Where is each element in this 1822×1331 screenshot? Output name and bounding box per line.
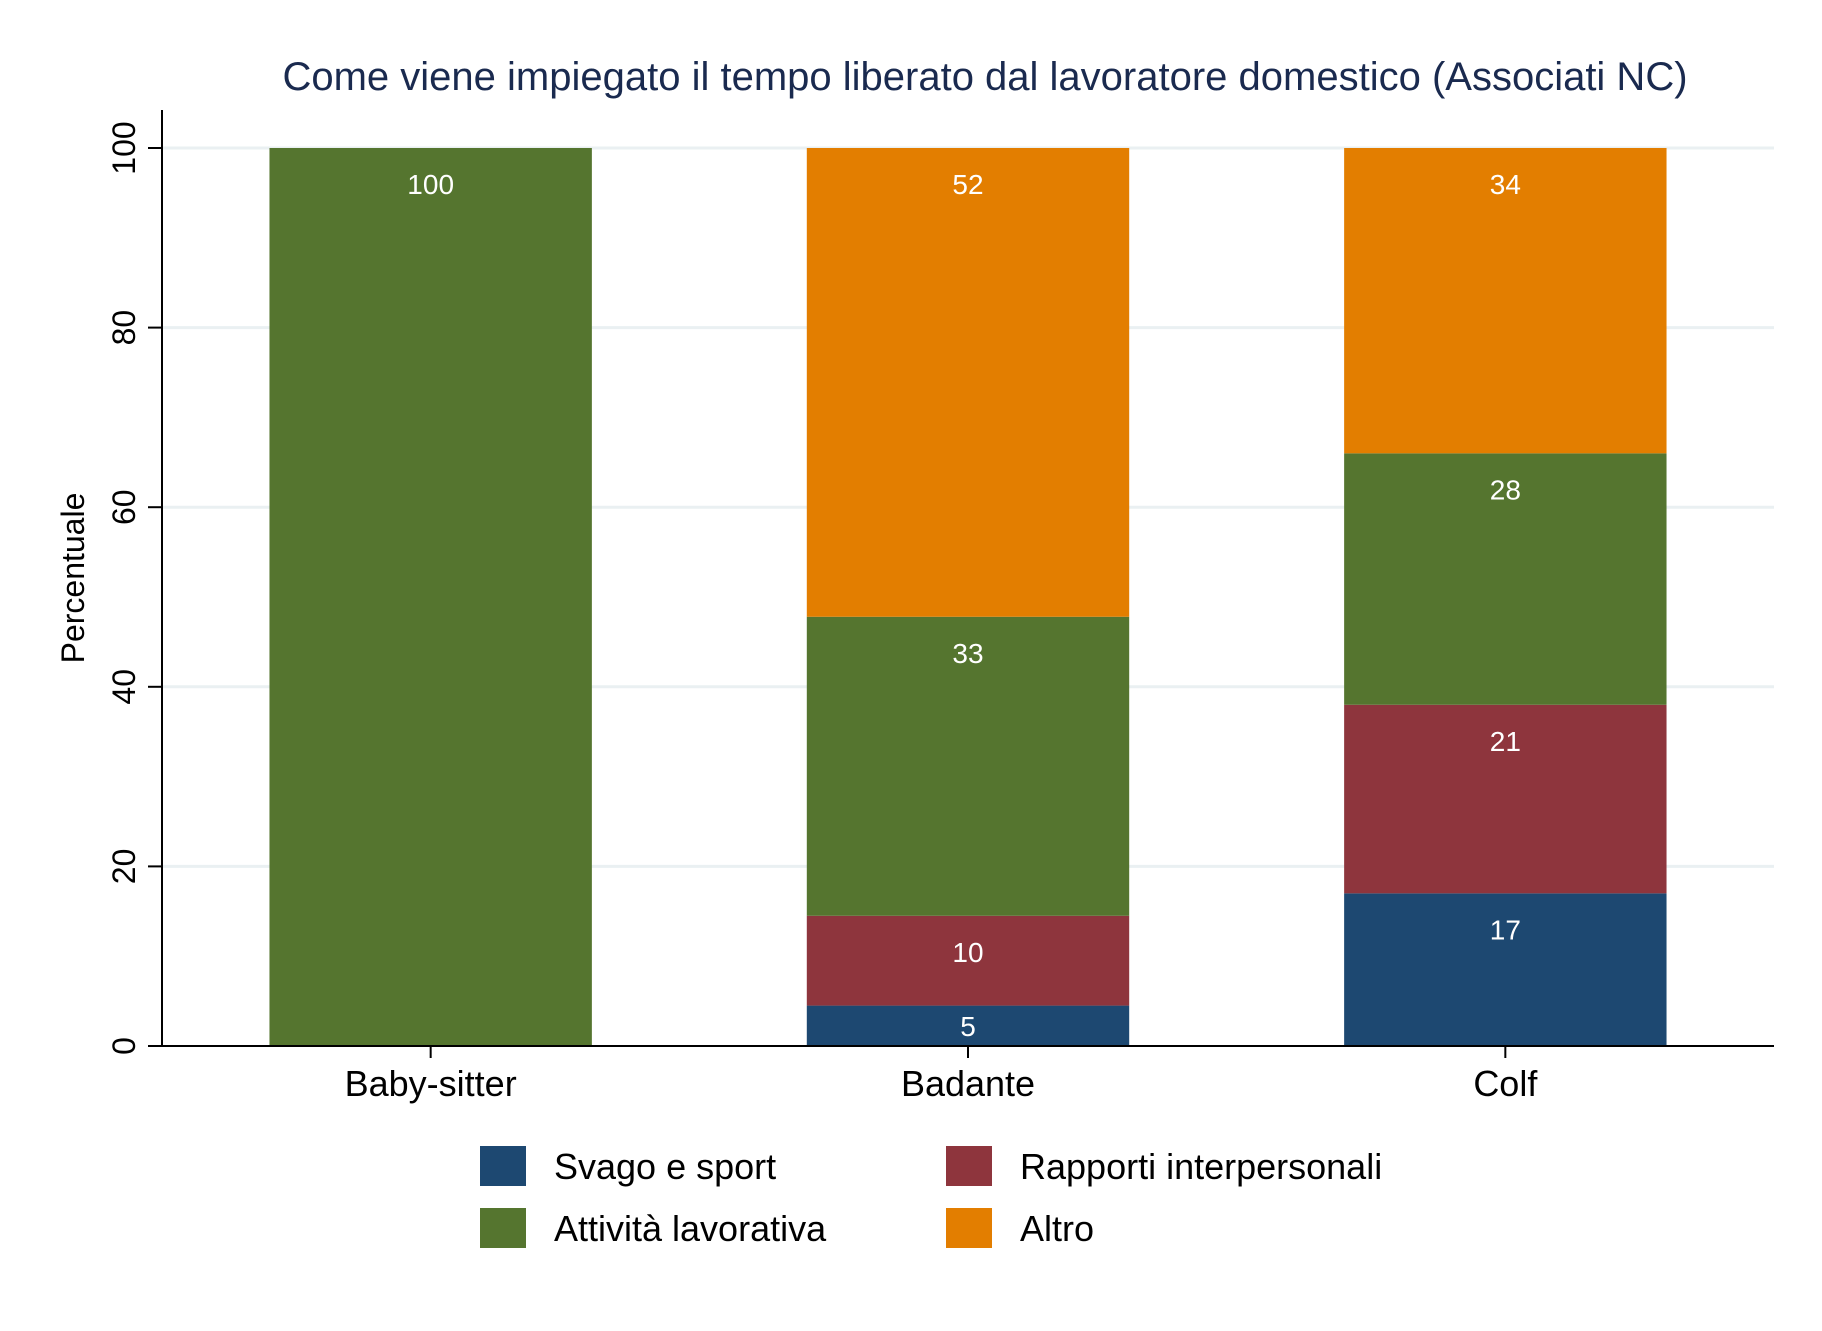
bar-segment [806,915,1130,1006]
data-label: 28 [1490,474,1521,505]
x-tick-label: Baby-sitter [345,1063,517,1104]
data-label: 33 [952,638,983,669]
data-labels: 100 5 10 33 52 17 21 28 34 [407,169,1521,1042]
data-label: 21 [1490,726,1521,757]
bar-segment [806,616,1130,916]
legend-label: Rapporti interpersonali [1020,1146,1382,1187]
bars [269,148,1667,1046]
legend-label: Altro [1020,1208,1094,1249]
legend-label: Attività lavorativa [554,1208,827,1249]
legend-swatch [480,1208,526,1248]
legend: Svago e sport Rapporti interpersonali Atti… [480,1146,1382,1249]
y-tick-label: 100 [106,121,142,174]
y-tick-label: 80 [106,310,142,346]
data-label: 100 [407,169,454,200]
y-tick-label: 40 [106,669,142,705]
legend-swatch [946,1208,992,1248]
y-axis-label: Percentuale [55,493,91,664]
legend-label: Svago e sport [554,1146,776,1187]
data-label: 17 [1490,914,1521,945]
x-tick-label: Colf [1473,1063,1538,1104]
bar-segment [1344,893,1667,1046]
y-axis-ticks: 0 20 40 60 80 100 [106,121,162,1055]
y-tick-label: 60 [106,489,142,525]
y-tick-label: 20 [106,849,142,885]
data-label: 10 [952,937,983,968]
data-label: 5 [960,1011,976,1042]
y-tick-label: 0 [106,1037,142,1055]
data-label: 34 [1490,169,1521,200]
legend-swatch [946,1146,992,1186]
data-label: 52 [952,169,983,200]
bar-segment [806,1005,1130,1046]
bar-segment [806,148,1130,617]
bar-segment [1344,148,1667,454]
x-tick-label: Badante [901,1063,1035,1104]
legend-swatch [480,1146,526,1186]
bar-segment [1344,704,1667,894]
x-axis-ticks: Baby-sitter Badante Colf [345,1046,1538,1104]
bar-segment [1344,453,1667,705]
chart-title: Come viene impiegato il tempo liberato d… [282,55,1687,99]
bar-segment [269,148,592,1046]
